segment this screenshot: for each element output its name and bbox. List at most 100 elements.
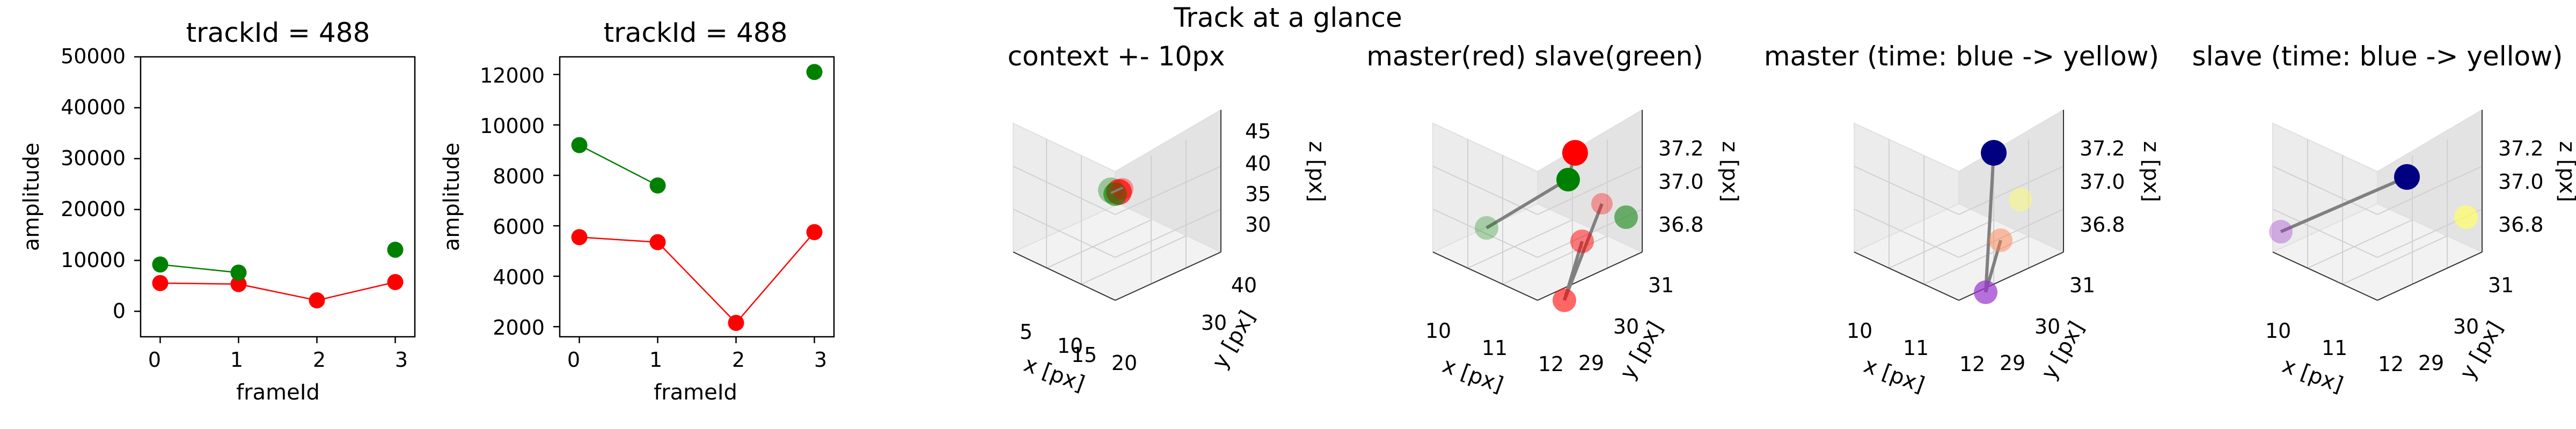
x-ticks: 0 1 2 3: [148, 348, 408, 372]
x-ticks: 10 11 12: [1425, 319, 1564, 376]
x-tick-label: 10: [1847, 319, 1872, 343]
x-ticks: 10 11 12: [1847, 319, 1985, 376]
chart-amplitude-2: trackId = 488 0 1 2 3 2000 4000 6000 800…: [440, 17, 835, 405]
series-line-green: [160, 263, 239, 273]
point-t2: [2009, 188, 2032, 211]
x-tick-label: 1: [649, 348, 662, 372]
data-point-red: [230, 276, 247, 292]
y-tick-label: 29: [2000, 351, 2025, 375]
point-t1: [2394, 164, 2420, 190]
y-tick-label: 40: [1231, 273, 1257, 297]
axis-lines: [1013, 110, 1221, 301]
z-axis-label: z [px]: [2555, 141, 2576, 202]
y-tick-label: 50000: [61, 45, 126, 68]
x-axis-label: frameId: [236, 380, 320, 405]
grid-lines: [2272, 139, 2483, 285]
z-tick-label: 36.8: [1658, 213, 1704, 236]
z-tick-label: 37.2: [1658, 137, 1704, 160]
y-tick-label: 31: [2069, 273, 2095, 297]
point-slave: [1475, 216, 1498, 240]
point-slave: [1614, 205, 1638, 229]
x-tick-label: 3: [395, 348, 408, 372]
series-line-red: [160, 281, 396, 301]
data-point-green: [649, 177, 666, 194]
y-ticks: 2000 4000 6000 8000 10000 12000: [480, 64, 545, 339]
chart-3d-slave-time: slave (time: blue -> yellow) 10 11: [2192, 41, 2576, 397]
x-ticks: 0 1 2 3: [567, 348, 827, 372]
y-tick-label: 8000: [493, 165, 545, 188]
x-tick-label: 2: [732, 348, 745, 372]
z-tick-label: 37.0: [2498, 170, 2544, 194]
z-tick-label: 37.2: [2080, 137, 2125, 160]
y-tick-label: 10000: [61, 248, 126, 272]
point-t2: [2454, 205, 2478, 229]
data-point-red: [571, 229, 588, 246]
y-tick-label: 30: [2453, 315, 2479, 338]
x-tick-label: 12: [1959, 352, 1985, 376]
y-tick-label: 4000: [493, 265, 545, 289]
data-points: [1098, 177, 1133, 206]
connector-line: [1984, 152, 1995, 293]
z-ticks: 36.8 37.0 37.2: [2080, 137, 2125, 236]
chart-amplitude-1: trackId = 488 0 1 2 3 0 10000 20000 3000…: [19, 17, 416, 405]
y-tick-label: 31: [1648, 273, 1674, 297]
point-t0: [2269, 220, 2293, 243]
z-tick-label: 36.8: [2080, 213, 2125, 236]
data-point-red: [152, 275, 169, 291]
axis-lines: [2272, 110, 2483, 301]
x-tick-label: 12: [1538, 352, 1564, 376]
connector-line: [1485, 178, 1568, 230]
x-tick-label: 20: [1111, 351, 1137, 375]
x-tick-label: 11: [1903, 336, 1929, 360]
chart-marks: [134, 56, 404, 343]
x-tick-label: 2: [313, 348, 326, 372]
x-tick-label: 5: [1020, 320, 1033, 344]
x-tick-label: 0: [148, 348, 161, 372]
y-tick-label: 29: [2418, 351, 2444, 375]
data-point-green: [387, 241, 404, 258]
plot-frame: [140, 56, 416, 338]
chart-3d-context: context +- 10px 5 10 15: [1007, 41, 1329, 396]
z-axis-label: z [px]: [1304, 141, 1329, 202]
data-point-red: [387, 273, 404, 290]
z-tick-label: 45: [1245, 120, 1271, 143]
point-slave: [1556, 168, 1580, 191]
point-master: [1562, 140, 1588, 166]
y-tick-label: 6000: [493, 215, 545, 239]
y-tick-label: 30: [1201, 311, 1227, 335]
chart-title: context +- 10px: [1007, 41, 1225, 72]
connector-line: [1110, 187, 1123, 194]
grid-lines: [1013, 139, 1221, 285]
point-master: [1591, 193, 1613, 214]
z-tick-label: 37.2: [2498, 137, 2544, 160]
chart-3d-master-time: master (time: blue -> yellow): [1764, 41, 2163, 397]
z-ticks: 36.8 37.0 37.2: [1658, 137, 1704, 236]
z-tick-label: 37.0: [1658, 170, 1704, 194]
y-ticks: 29 30 31: [2418, 273, 2514, 375]
data-point-red: [649, 234, 666, 250]
chart-title: trackId = 488: [186, 17, 370, 48]
z-ticks: 36.8 37.0 37.2: [2498, 137, 2544, 236]
y-axis-label: amplitude: [19, 143, 44, 251]
point-t1: [1989, 228, 2012, 252]
y-tick-label: 20000: [61, 197, 126, 221]
y-ticks: 29 30 31: [1578, 273, 1674, 375]
x-tick-label: 11: [1482, 336, 1507, 360]
axis-lines: [1432, 110, 1643, 301]
data-point-red: [728, 315, 744, 331]
chart-3d-master-slave: master(red) slave(green): [1366, 41, 1742, 397]
x-tick-label: 0: [567, 348, 580, 372]
x-tick-label: 10: [1057, 334, 1083, 358]
pane-walls: [1853, 109, 2065, 301]
y-ticks: 0 10000 20000 30000 40000 50000: [61, 45, 126, 323]
x-tick-label: 10: [1425, 319, 1451, 343]
data-points: [1974, 140, 2032, 304]
x-ticks: 5 10 15 20: [1020, 320, 1137, 375]
data-points: [2269, 164, 2478, 243]
plot-frame: [559, 56, 835, 338]
x-tick-label: 11: [2322, 336, 2347, 360]
y-ticks: 29 30 31: [2000, 273, 2095, 375]
y-tick-label: 31: [2488, 273, 2514, 297]
y-tick-label: 29: [1578, 351, 1604, 375]
point-master: [1553, 289, 1576, 312]
